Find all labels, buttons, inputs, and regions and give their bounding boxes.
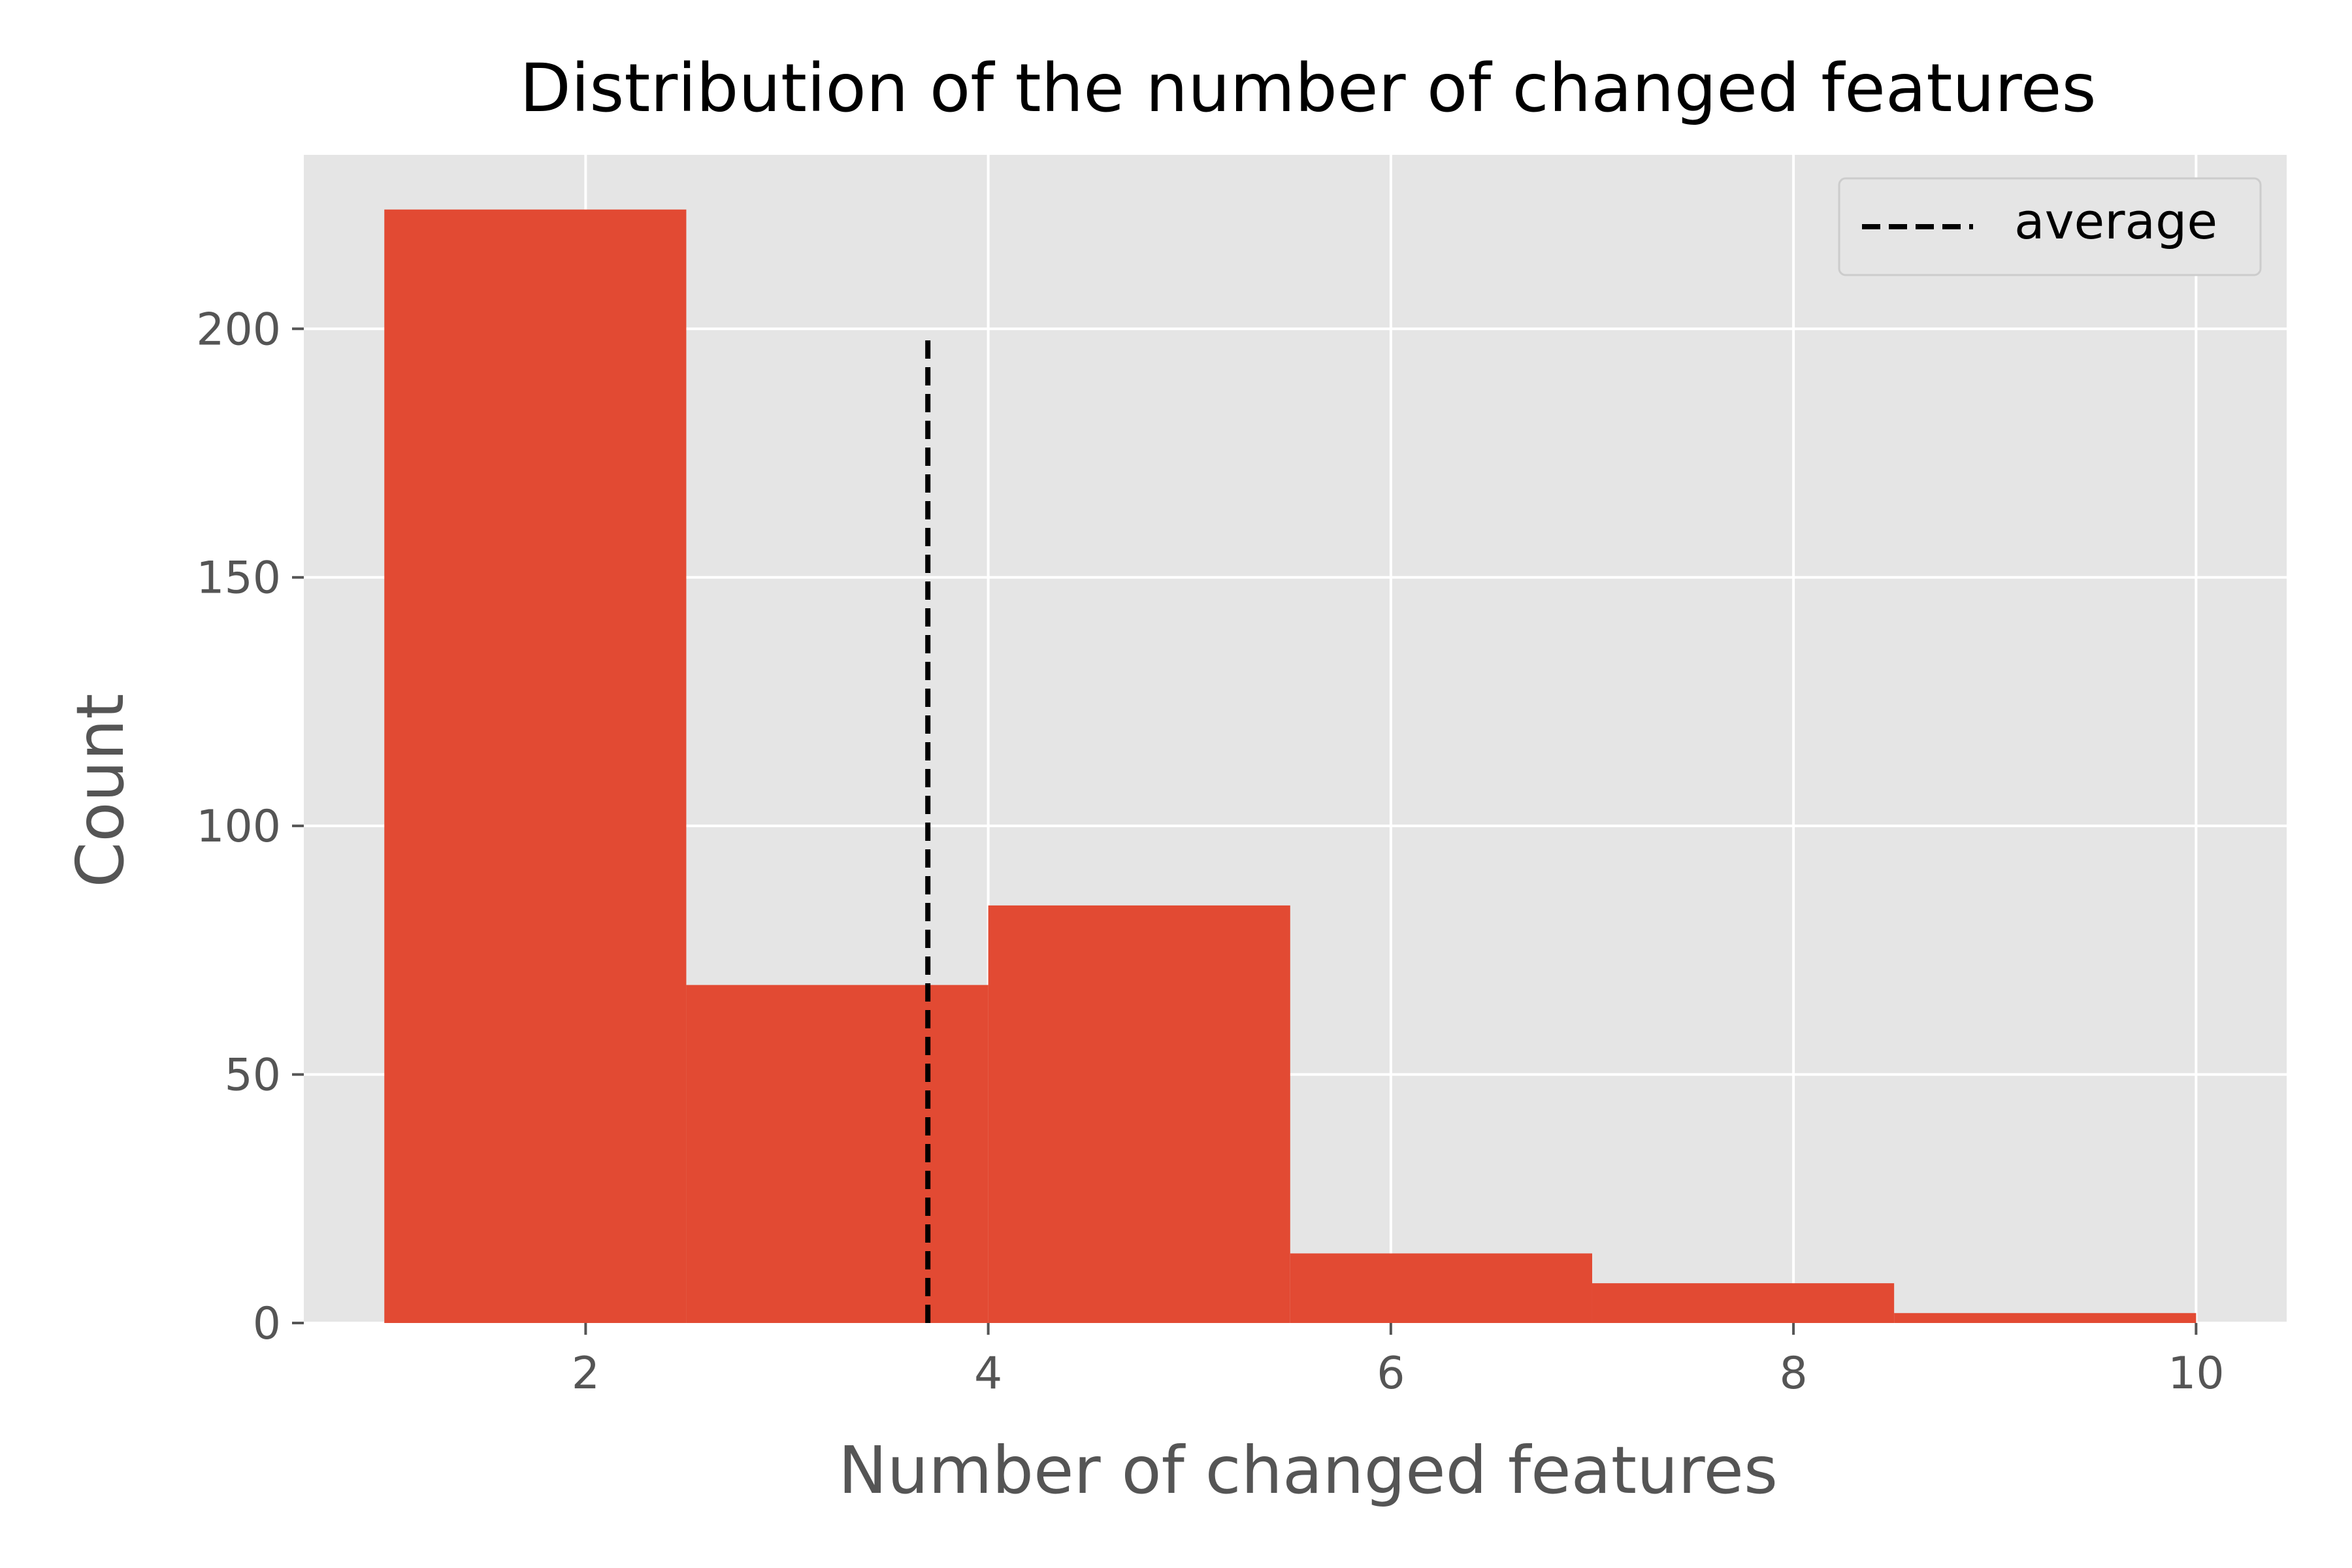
y-tick-label: 150 xyxy=(196,553,281,604)
histogram-bar xyxy=(686,985,988,1323)
histogram-bar xyxy=(1290,1253,1592,1323)
histogram-bars xyxy=(384,209,2197,1323)
legend: average xyxy=(1838,177,2262,276)
legend-average-label: average xyxy=(2014,192,2217,250)
y-tick-label: 200 xyxy=(196,304,281,355)
x-tick-label: 6 xyxy=(1377,1348,1405,1399)
histogram-bar xyxy=(988,905,1290,1323)
x-tick-label: 2 xyxy=(572,1348,600,1399)
y-tick-label: 100 xyxy=(196,801,281,853)
legend-box xyxy=(1838,177,2262,276)
y-axis-label: Count xyxy=(62,694,139,888)
histogram-bar xyxy=(1894,1313,2197,1323)
x-axis-ticks: 2 4 6 8 10 xyxy=(572,1323,2225,1399)
histogram-bar xyxy=(384,209,687,1323)
y-tick-label: 0 xyxy=(253,1298,281,1350)
histogram-bar xyxy=(1592,1283,1895,1323)
x-tick-label: 4 xyxy=(974,1348,1002,1399)
y-axis-ticks: 0 50 100 150 200 xyxy=(196,304,304,1350)
chart-title: Distribution of the number of changed fe… xyxy=(519,50,2096,127)
x-tick-label: 8 xyxy=(1779,1348,1807,1399)
x-tick-label: 10 xyxy=(2168,1348,2225,1399)
x-axis-label: Number of changed features xyxy=(838,1432,1778,1509)
y-tick-label: 50 xyxy=(224,1050,281,1102)
